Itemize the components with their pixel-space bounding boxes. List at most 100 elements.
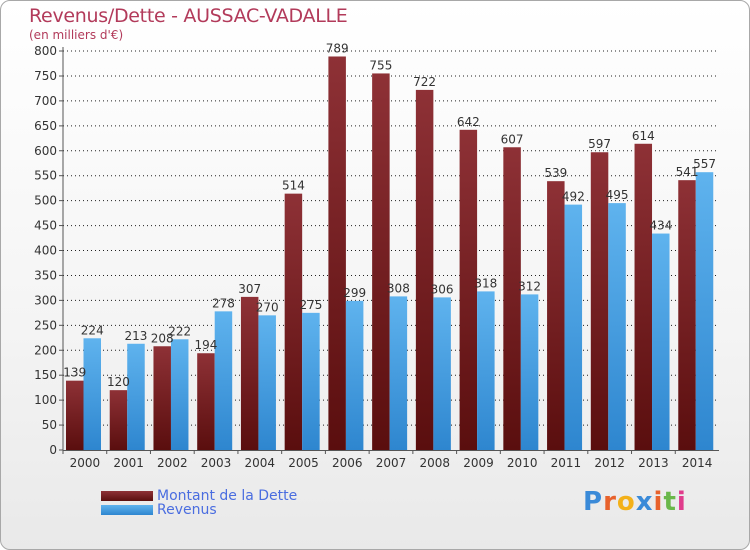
value-label-revenus-2014: 557 [693,157,716,171]
value-label-revenus-2006: 299 [343,286,366,300]
value-label-dette-2006: 789 [326,41,349,55]
bar-revenus-2001 [127,343,145,450]
value-label-revenus-2004: 270 [256,300,279,314]
x-tick-label-2012: 2012 [594,456,625,470]
legend-swatch-revenus [101,505,153,515]
value-label-revenus-2007: 308 [387,281,410,295]
bar-dette-2014 [678,180,696,450]
y-tick-label-500: 500 [34,194,57,208]
value-label-revenus-2013: 434 [649,219,672,233]
value-label-revenus-2001: 213 [125,329,148,343]
y-tick-label-250: 250 [34,318,57,332]
y-tick-label-800: 800 [34,44,57,58]
x-tick-label-2003: 2003 [201,456,232,470]
legend-label-dette: Montant de la Dette [157,488,298,504]
y-tick-label-650: 650 [34,119,57,133]
bar-dette-2009 [459,129,478,451]
value-label-revenus-2010: 312 [518,279,541,293]
bar-revenus-2009 [477,291,495,450]
y-tick-label-0: 0 [49,443,57,457]
x-tick-label-2004: 2004 [245,456,276,470]
x-tick-label-2014: 2014 [682,456,713,470]
bar-revenus-2005 [302,312,320,450]
y-tick-label-300: 300 [34,293,57,307]
bar-dette-2004 [240,296,259,450]
y-tick-label-400: 400 [34,244,57,258]
value-label-revenus-2008: 306 [431,282,454,296]
bar-revenus-2003 [214,311,233,450]
value-label-dette-2012: 597 [588,137,611,151]
value-label-dette-2000: 139 [63,366,86,380]
bar-revenus-2011 [564,204,583,450]
logo-letter: x [635,487,654,517]
bar-revenus-2004 [258,315,276,450]
legend-label-revenus: Revenus [157,502,217,518]
legend-item-revenus: Revenus [101,502,217,518]
logo-letter: i [653,487,664,517]
bar-dette-2012 [590,152,609,450]
proxiti-logo[interactable]: Proxiti [583,487,687,517]
value-label-revenus-2009: 318 [474,276,497,290]
y-tick-label-600: 600 [34,144,57,158]
value-label-dette-2004: 307 [238,282,261,296]
bar-dette-2002 [153,346,171,450]
bar-dette-2003 [197,353,215,450]
bar-dette-2007 [372,73,390,450]
y-tick-label-100: 100 [34,393,57,407]
chart-subtitle: (en milliers d'€) [29,28,124,42]
x-tick-label-2000: 2000 [70,456,101,470]
bar-revenus-2006 [345,300,364,450]
bar-dette-2010 [503,147,521,451]
value-label-dette-2001: 120 [107,375,130,389]
bar-revenus-2008 [433,297,451,450]
x-tick-label-2001: 2001 [113,456,144,470]
value-label-revenus-2005: 275 [299,298,322,312]
bar-dette-2000 [66,380,84,450]
bar-dette-2013 [634,143,653,450]
y-tick-label-450: 450 [34,219,57,233]
bar-revenus-2000 [83,338,101,450]
value-label-revenus-2002: 222 [168,324,191,338]
bar-dette-2001 [109,390,128,450]
bar-dette-2005 [284,193,303,450]
value-label-dette-2013: 614 [632,129,655,143]
y-tick-label-150: 150 [34,368,57,382]
value-label-dette-2003: 194 [194,338,217,352]
y-tick-label-50: 50 [42,418,57,432]
value-label-revenus-2011: 492 [562,190,585,204]
bar-dette-2008 [415,89,434,450]
value-label-dette-2005: 514 [282,179,305,193]
bar-dette-2006 [328,56,346,450]
bar-revenus-2014 [695,172,714,451]
legend-swatch-dette [101,491,153,501]
value-label-revenus-2012: 495 [606,188,629,202]
x-tick-label-2002: 2002 [157,456,188,470]
x-tick-label-2005: 2005 [288,456,319,470]
x-tick-label-2010: 2010 [507,456,538,470]
legend-item-dette: Montant de la Dette [101,488,298,504]
y-tick-label-350: 350 [34,268,57,282]
x-tick-label-2006: 2006 [332,456,363,470]
x-tick-label-2008: 2008 [419,456,450,470]
value-label-dette-2002: 208 [151,331,174,345]
value-label-dette-2010: 607 [501,132,524,146]
x-tick-label-2013: 2013 [638,456,669,470]
logo-letter: P [583,487,604,517]
x-tick-label-2011: 2011 [551,456,582,470]
value-label-dette-2007: 755 [369,58,392,72]
bar-revenus-2013 [652,233,670,450]
logo-letter: i [676,487,687,517]
y-tick-label-550: 550 [34,169,57,183]
y-tick-label-200: 200 [34,343,57,357]
y-tick-label-700: 700 [34,94,57,108]
bar-revenus-2002 [170,339,189,450]
value-label-dette-2008: 722 [413,75,436,89]
x-tick-label-2007: 2007 [376,456,407,470]
value-label-dette-2009: 642 [457,115,480,129]
chart-title: Revenus/Dette - AUSSAC-VADALLE [29,5,348,27]
bar-revenus-2012 [608,203,626,450]
logo-letter: o [616,487,636,517]
logo-letter: r [603,487,617,517]
bar-dette-2011 [547,181,565,450]
